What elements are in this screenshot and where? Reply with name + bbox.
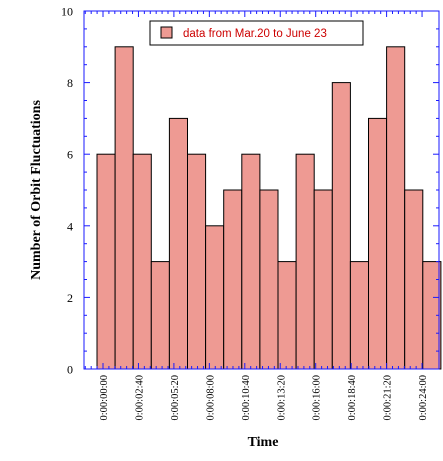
- y-tick-label: 8: [67, 76, 73, 90]
- bar: [404, 189, 424, 370]
- bars-group: [96, 46, 442, 370]
- x-tick-label: 0:00:13:20: [276, 375, 287, 421]
- bar: [331, 82, 351, 370]
- legend-label: data from Mar.20 to June 23: [183, 28, 327, 40]
- x-axis-label: Time: [248, 435, 279, 450]
- y-tick-label: 4: [67, 219, 73, 233]
- bar: [223, 189, 243, 370]
- x-tick-label: 0:00:00:00: [99, 375, 110, 421]
- bar: [386, 46, 406, 370]
- bar: [295, 153, 315, 370]
- bar: [241, 153, 261, 370]
- bar: [205, 225, 225, 370]
- x-tick-label: 0:00:16:00: [312, 375, 323, 421]
- bar: [259, 189, 279, 370]
- x-tick-label: 0:00:18:40: [347, 375, 358, 421]
- y-axis-ticks: 0 2 4 6 8 10: [61, 5, 439, 377]
- x-tick-label: 0:00:05:20: [170, 375, 181, 421]
- x-tick-label: 0:00:10:40: [241, 375, 252, 421]
- bar: [132, 153, 152, 370]
- bar: [96, 153, 116, 370]
- y-tick-label: 0: [67, 363, 73, 377]
- bar: [277, 261, 297, 370]
- y-tick-label: 10: [61, 5, 73, 19]
- bar: [313, 189, 333, 370]
- bar: [187, 153, 207, 370]
- x-tick-label: 0:00:02:40: [134, 375, 145, 421]
- x-tick-label: 0:00:24:00: [418, 375, 429, 421]
- bar: [168, 117, 188, 370]
- y-tick-label: 6: [67, 148, 73, 162]
- x-tick-label: 0:00:08:00: [205, 375, 216, 421]
- bar: [368, 117, 388, 370]
- legend: data from Mar.20 to June 23: [149, 20, 364, 46]
- legend-swatch: [160, 26, 173, 39]
- y-axis-label: Number of Orbit Fluctuations: [29, 100, 44, 280]
- bar: [150, 261, 170, 370]
- y-tick-label: 2: [67, 291, 73, 305]
- bar: [349, 261, 369, 370]
- x-tick-label: 0:00:21:20: [383, 375, 394, 421]
- bar: [114, 46, 134, 370]
- legend-box: [149, 20, 364, 46]
- x-axis-ticks: 0:00:00:00 0:00:02:40 0:00:05:20 0:00:08:00…: [84, 11, 429, 421]
